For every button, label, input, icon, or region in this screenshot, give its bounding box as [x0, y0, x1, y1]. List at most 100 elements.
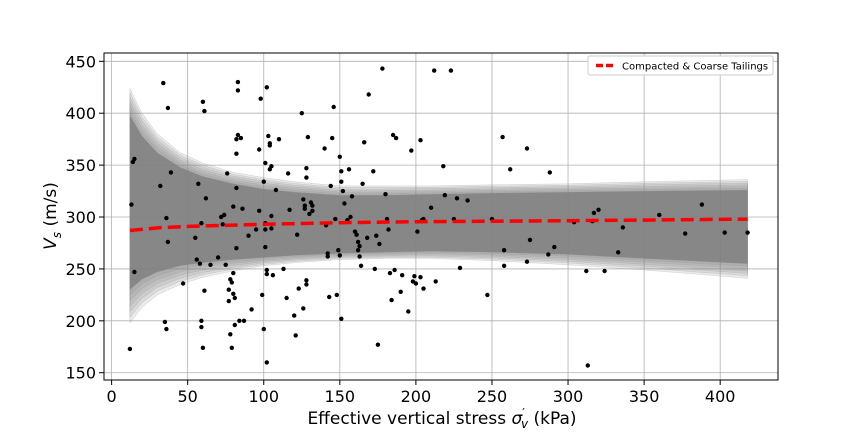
data-point [346, 167, 352, 172]
data-point [263, 244, 268, 250]
data-point [302, 203, 307, 208]
data-point [357, 243, 362, 249]
grid [104, 53, 778, 380]
data-point [222, 212, 227, 218]
data-point [415, 229, 420, 234]
data-point [299, 111, 304, 116]
data-point [301, 197, 306, 202]
data-point [357, 254, 362, 259]
data-point [457, 265, 463, 271]
data-point [253, 227, 259, 232]
data-point [164, 326, 169, 332]
data-point [327, 294, 332, 300]
data-point [500, 134, 505, 140]
data-point [180, 281, 186, 286]
data-point [683, 231, 688, 236]
y-tick-label: 300 [65, 208, 96, 227]
data-point [307, 211, 312, 217]
data-point [234, 246, 239, 251]
data-point [301, 306, 306, 311]
data-point [365, 235, 370, 240]
y-tick-label: 450 [65, 52, 96, 71]
data-point [383, 192, 388, 197]
y-tick-label: 200 [65, 312, 96, 331]
data-point [202, 288, 207, 293]
x-tick-label: 300 [553, 387, 584, 406]
data-point [584, 268, 589, 274]
data-point [223, 262, 228, 267]
data-point [620, 225, 625, 230]
scatter-points [127, 66, 750, 368]
data-point [238, 135, 244, 141]
data-point [168, 170, 174, 175]
data-point [232, 295, 237, 301]
data-point [552, 244, 557, 250]
data-point [234, 151, 239, 156]
data-point [165, 239, 171, 245]
data-point [200, 99, 206, 105]
data-point [454, 196, 460, 201]
data-point [235, 132, 241, 138]
data-point [281, 266, 286, 272]
mean-curve-group [129, 217, 748, 233]
y-axis-title-symbol: V [41, 237, 61, 250]
data-point [200, 345, 206, 350]
data-point [375, 342, 381, 347]
data-point [342, 201, 347, 206]
data-point [585, 363, 590, 368]
data-point [132, 156, 137, 162]
data-point [616, 250, 621, 255]
data-point [257, 147, 262, 152]
data-point [421, 286, 426, 291]
data-point [304, 166, 309, 171]
y-axis-title: Vs (m/s) [41, 182, 64, 250]
data-point [267, 143, 272, 148]
data-point [263, 160, 268, 166]
data-point [285, 171, 291, 176]
data-point [348, 214, 353, 220]
confidence-band [129, 88, 748, 324]
data-point [337, 253, 342, 258]
data-point [400, 273, 405, 278]
data-point [336, 248, 341, 253]
data-point [591, 210, 597, 216]
data-point [372, 266, 377, 272]
x-axis-ticks: 0 50 100 150 200 250 300 350 400 [107, 380, 735, 406]
data-point [132, 269, 137, 275]
data-point [240, 206, 245, 211]
data-point [162, 319, 168, 325]
data-point [433, 279, 438, 284]
data-point [241, 318, 247, 323]
x-tick-label: 0 [107, 387, 117, 406]
x-tick-label: 350 [629, 387, 660, 406]
data-point [355, 239, 361, 245]
data-point [304, 175, 309, 180]
data-point [392, 267, 397, 273]
data-point [199, 221, 204, 226]
y-axis-title-sub: s [50, 232, 64, 238]
data-point [334, 292, 339, 298]
x-axis-title: Effective vertical stress σ′ v (kPa) [307, 406, 576, 431]
data-point [269, 213, 274, 219]
data-point [235, 79, 241, 85]
x-axis-title-sub: v [521, 417, 529, 431]
data-point [284, 295, 289, 301]
data-point [377, 241, 382, 247]
data-point [225, 171, 230, 176]
data-point [229, 345, 234, 350]
data-point [273, 187, 279, 193]
data-point [199, 318, 204, 323]
data-point [302, 206, 307, 211]
data-point [246, 233, 251, 238]
data-point [305, 134, 311, 140]
data-point [235, 88, 241, 93]
data-point [657, 212, 662, 218]
x-tick-label: 50 [177, 387, 197, 406]
data-point [380, 66, 385, 71]
data-point [193, 235, 198, 240]
data-point [340, 188, 346, 194]
data-point [228, 332, 233, 337]
data-point [448, 68, 454, 73]
x-tick-label: 250 [477, 387, 508, 406]
data-point [602, 268, 607, 274]
